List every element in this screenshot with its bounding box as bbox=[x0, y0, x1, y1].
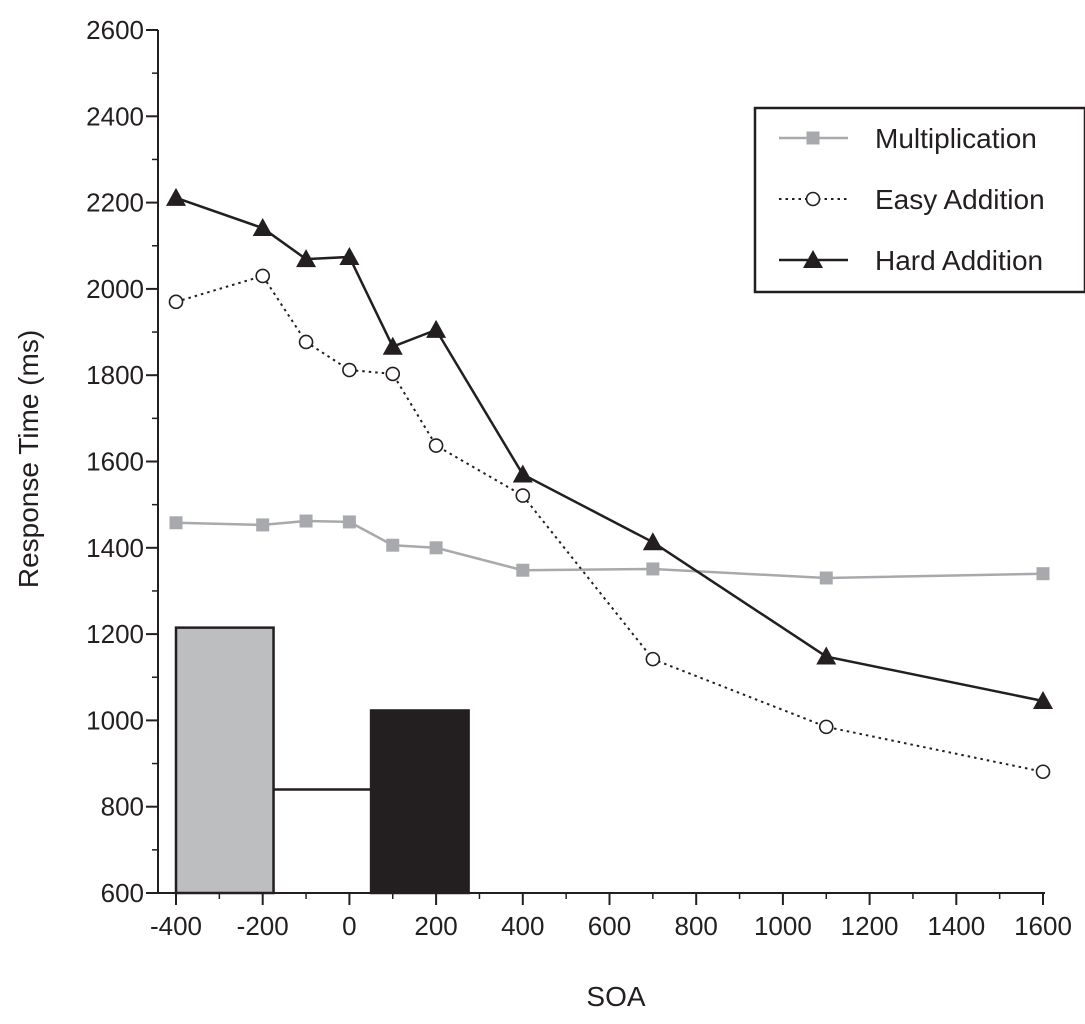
data-point bbox=[256, 518, 270, 532]
y-tick-label: 2000 bbox=[86, 274, 144, 304]
series-easy-addition bbox=[168, 268, 1051, 780]
x-tick-label: 400 bbox=[501, 911, 544, 941]
data-point bbox=[428, 438, 444, 453]
data-point bbox=[1036, 567, 1050, 581]
y-tick-label: 1800 bbox=[86, 360, 144, 390]
x-tick-label: 1000 bbox=[754, 911, 812, 941]
legend-swatch-marker bbox=[803, 250, 823, 268]
y-tick-label: 800 bbox=[101, 792, 144, 822]
y-axis-title: Response Time (ms) bbox=[13, 330, 44, 588]
legend-swatch-marker bbox=[805, 191, 821, 207]
data-point bbox=[385, 366, 401, 382]
series-line bbox=[175, 196, 1044, 703]
x-tick-label: 600 bbox=[588, 911, 631, 941]
data-point bbox=[342, 515, 356, 529]
x-tick-label: 0 bbox=[342, 911, 356, 941]
data-point bbox=[1033, 690, 1053, 709]
legend-swatch-marker bbox=[806, 131, 820, 145]
data-point bbox=[299, 514, 313, 528]
y-tick-label: 2600 bbox=[86, 15, 144, 45]
x-tick-label: -200 bbox=[237, 911, 289, 941]
second-stimulus-box bbox=[369, 709, 470, 895]
data-point bbox=[646, 562, 660, 576]
data-point bbox=[169, 516, 183, 530]
data-point bbox=[166, 187, 186, 206]
data-point bbox=[386, 538, 400, 552]
y-tick-label: 2400 bbox=[86, 101, 144, 131]
data-point bbox=[382, 336, 403, 355]
x-tick-label: 800 bbox=[675, 911, 718, 941]
data-point bbox=[645, 651, 661, 667]
data-point bbox=[339, 246, 360, 265]
x-tick-label: 1600 bbox=[1014, 911, 1072, 941]
legend: Multiplication Easy Addition Hard Addition bbox=[753, 106, 1085, 294]
data-point bbox=[515, 488, 531, 503]
y-tick-label: 1400 bbox=[86, 533, 144, 563]
plot-series bbox=[166, 187, 1053, 780]
x-tick-label: 1400 bbox=[927, 911, 985, 941]
y-tick-label: 1600 bbox=[86, 447, 144, 477]
data-point bbox=[516, 563, 530, 577]
series-line bbox=[175, 519, 1044, 580]
series-line bbox=[175, 274, 1044, 773]
legend-label: Easy Addition bbox=[875, 184, 1045, 215]
data-point bbox=[255, 268, 271, 284]
y-tick-label: 1200 bbox=[86, 619, 144, 649]
y-tick-label: 2200 bbox=[86, 188, 144, 218]
x-tick-label: 1200 bbox=[841, 911, 899, 941]
data-point bbox=[512, 464, 533, 483]
series-hard-addition bbox=[166, 187, 1053, 709]
data-point bbox=[342, 362, 357, 378]
x-tick-label: -400 bbox=[150, 911, 202, 941]
y-tick-label: 600 bbox=[101, 878, 144, 908]
data-point bbox=[168, 294, 184, 310]
data-point bbox=[819, 571, 833, 585]
data-point bbox=[426, 319, 447, 338]
data-point bbox=[296, 249, 317, 268]
data-point bbox=[1035, 764, 1051, 780]
x-tick-label: 200 bbox=[414, 911, 457, 941]
data-point bbox=[298, 334, 314, 350]
y-tick-label: 1000 bbox=[86, 705, 144, 735]
data-point bbox=[642, 532, 663, 551]
series-multiplication bbox=[169, 514, 1050, 585]
data-point bbox=[252, 218, 273, 237]
data-point bbox=[816, 646, 837, 665]
legend-label: Hard Addition bbox=[875, 245, 1043, 276]
timeline-diagram bbox=[174, 626, 470, 895]
legend-label: Multiplication bbox=[875, 123, 1037, 154]
axes: 6008001000120014001600180020002200240026… bbox=[86, 15, 1072, 941]
data-point bbox=[818, 719, 834, 735]
first-stimulus-box bbox=[174, 626, 275, 895]
x-axis-title: SOA bbox=[586, 981, 645, 1012]
data-point bbox=[429, 541, 443, 555]
